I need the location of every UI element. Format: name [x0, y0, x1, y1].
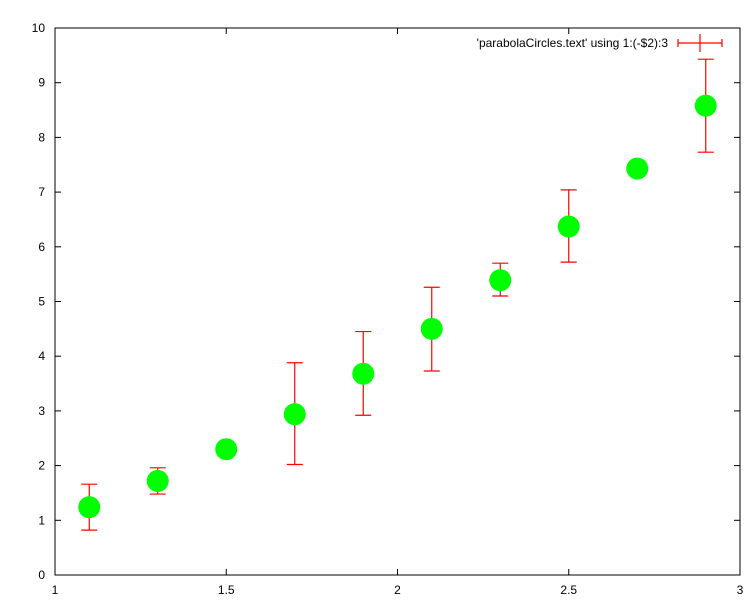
- data-point: [352, 362, 375, 385]
- x-tick-label: 1: [52, 583, 59, 597]
- legend-errorbar-sample: [677, 34, 723, 52]
- x-tick-label: 2.5: [560, 583, 577, 597]
- data-point: [420, 317, 443, 340]
- data-point: [626, 157, 649, 180]
- data-point: [283, 403, 306, 426]
- data-point: [557, 215, 580, 238]
- x-tick-label: 1.5: [218, 583, 235, 597]
- x-tick-label: 3: [737, 583, 744, 597]
- data-point: [78, 496, 101, 519]
- data-point: [215, 438, 238, 461]
- y-tick-label: 4: [38, 349, 45, 363]
- error-bars: [81, 58, 714, 531]
- y-tick-label: 9: [38, 76, 45, 90]
- y-tick-label: 7: [38, 185, 45, 199]
- y-tick-label: 3: [38, 404, 45, 418]
- y-tick-label: 0: [38, 568, 45, 582]
- data-point: [694, 94, 717, 117]
- axis-ticks: [54, 27, 741, 576]
- y-tick-label: 10: [32, 21, 46, 35]
- y-tick-label: 5: [38, 295, 45, 309]
- y-tick-label: 1: [38, 513, 45, 527]
- y-tick-label: 6: [38, 240, 45, 254]
- legend: 'parabolaCircles.text' using 1:(-$2):3: [477, 34, 723, 52]
- data-point: [146, 469, 169, 492]
- y-tick-label: 2: [38, 459, 45, 473]
- data-point: [489, 269, 512, 292]
- legend-label: 'parabolaCircles.text' using 1:(-$2):3: [477, 36, 669, 50]
- y-tick-label: 8: [38, 130, 45, 144]
- x-tick-label: 2: [394, 583, 401, 597]
- data-points: [78, 94, 717, 519]
